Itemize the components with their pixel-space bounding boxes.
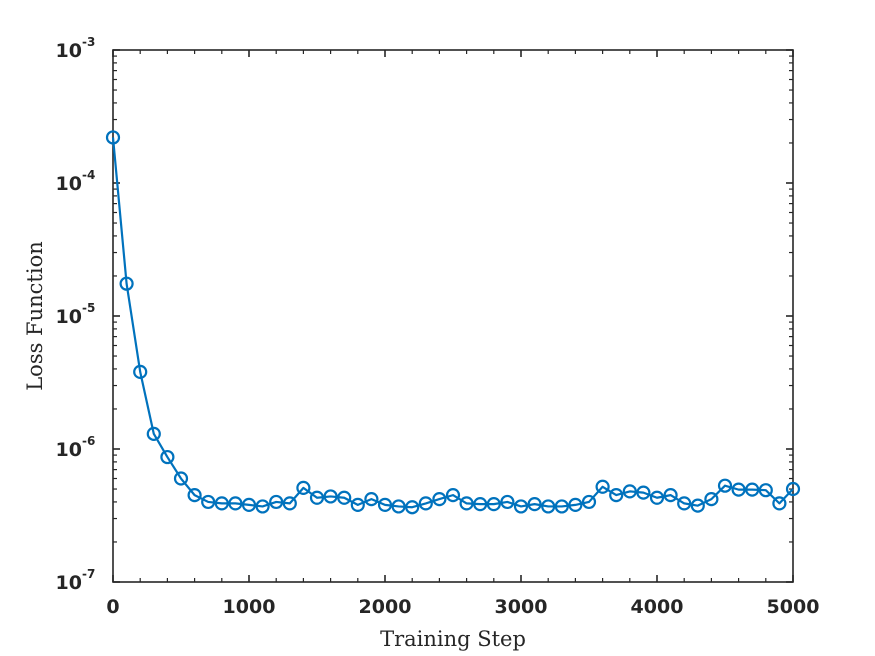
data-point-marker xyxy=(717,478,733,493)
data-point-marker xyxy=(133,364,148,379)
data-point-marker xyxy=(527,497,542,512)
y-tick-exponent: -6 xyxy=(82,434,95,448)
data-point-marker xyxy=(541,499,556,514)
x-tick-label: 0 xyxy=(106,596,119,618)
data-point-marker xyxy=(432,492,447,507)
data-point-marker xyxy=(473,497,488,512)
data-point-marker xyxy=(486,497,501,512)
data-point-marker xyxy=(173,471,189,486)
x-tick-label: 5000 xyxy=(767,596,820,618)
y-tick-exponent: -7 xyxy=(82,567,95,581)
data-point-marker xyxy=(649,490,665,505)
data-point-marker xyxy=(119,276,134,291)
y-tick-label: 10 xyxy=(56,572,82,594)
data-point-marker xyxy=(105,130,121,145)
y-tick-exponent: -3 xyxy=(82,35,95,49)
y-tick-label: 10 xyxy=(56,40,82,62)
y-tick-label: 10 xyxy=(56,306,82,328)
data-point-marker xyxy=(377,497,393,512)
data-point-marker xyxy=(500,494,515,510)
data-point-marker xyxy=(581,494,597,510)
data-point-marker xyxy=(663,488,678,503)
data-point-marker xyxy=(772,496,787,511)
data-point-marker xyxy=(704,492,719,507)
data-point-marker xyxy=(609,488,624,503)
y-tick-exponent: -5 xyxy=(82,301,95,315)
data-point-marker xyxy=(391,499,406,514)
data-point-marker xyxy=(568,497,583,512)
series-layer xyxy=(105,130,801,515)
data-point-marker xyxy=(269,494,284,510)
data-point-marker xyxy=(595,479,610,494)
data-point-marker xyxy=(513,499,529,514)
data-point-marker xyxy=(677,496,692,511)
data-point-marker xyxy=(309,490,325,505)
series-line xyxy=(111,137,794,509)
data-point-marker xyxy=(255,499,270,514)
data-point-marker xyxy=(758,483,773,498)
data-point-marker xyxy=(187,488,202,503)
y-tick-label: 10 xyxy=(56,173,82,195)
x-tick-label: 1000 xyxy=(223,596,276,618)
data-point-marker xyxy=(241,497,257,512)
data-point-marker xyxy=(636,485,651,500)
x-axis-label: Training Step xyxy=(380,627,526,651)
y-axis-label: Loss Function xyxy=(23,241,47,391)
x-tick-label: 2000 xyxy=(359,596,412,618)
data-point-marker xyxy=(337,490,352,505)
data-point-marker xyxy=(690,498,705,513)
data-point-marker xyxy=(459,496,474,511)
data-point-marker xyxy=(405,500,420,515)
data-point-marker xyxy=(296,480,311,495)
data-point-marker xyxy=(418,496,433,511)
data-point-marker xyxy=(160,449,175,465)
data-point-marker xyxy=(445,488,461,503)
y-tick-label: 10 xyxy=(56,439,82,461)
x-tick-label: 4000 xyxy=(631,596,684,618)
data-point-marker xyxy=(201,494,216,510)
data-point-marker xyxy=(282,496,297,511)
data-point-marker xyxy=(146,426,161,441)
data-point-marker xyxy=(554,499,569,514)
x-tick-label: 3000 xyxy=(495,596,548,618)
data-point-marker xyxy=(745,482,760,497)
data-point-marker xyxy=(364,492,379,507)
data-point-marker xyxy=(228,496,243,511)
y-tick-exponent: -4 xyxy=(82,168,95,182)
data-point-marker xyxy=(214,496,229,511)
data-point-marker xyxy=(622,484,637,499)
data-point-marker xyxy=(731,482,746,497)
data-point-marker xyxy=(350,497,365,512)
data-point-marker xyxy=(785,481,801,497)
data-point-marker xyxy=(323,489,338,504)
